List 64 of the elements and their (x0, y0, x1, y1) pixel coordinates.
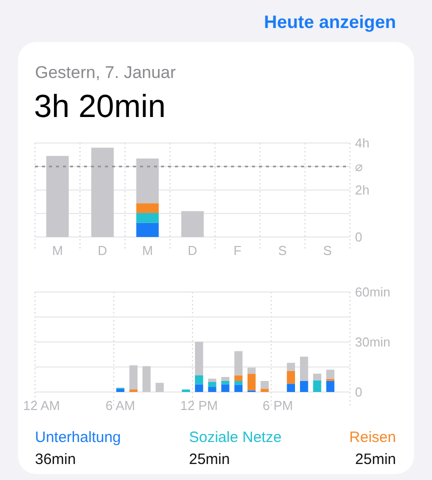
y-tick-label: 0 (355, 230, 362, 245)
bar (247, 374, 256, 390)
y-tick-label: 2h (355, 182, 370, 198)
bar (208, 387, 216, 392)
x-tick-label: D (188, 243, 198, 258)
text: Heute anzeigen (264, 12, 396, 32)
x-tick-label: F (234, 243, 242, 258)
chart-subtitle: Gestern, 7. Januar (35, 63, 176, 82)
x-tick-label: M (142, 243, 153, 258)
x-tick-label: 6 PM (262, 398, 293, 413)
bar (286, 362, 296, 371)
bar (247, 368, 256, 374)
bar (46, 156, 69, 237)
y-tick-label: 30min (355, 334, 390, 350)
bar (194, 342, 204, 376)
bar (300, 380, 308, 392)
bar (136, 222, 159, 237)
x-tick-label: D (98, 243, 108, 258)
bar (208, 378, 216, 382)
text: 25min (355, 451, 396, 468)
bar (326, 380, 334, 392)
bar (136, 203, 159, 214)
bar (208, 382, 216, 387)
bar (136, 213, 159, 223)
x-tick-label: M (52, 243, 63, 258)
bar (142, 366, 151, 392)
text: Unterhaltung (35, 429, 121, 446)
bar (91, 148, 114, 237)
bar (300, 356, 308, 381)
y-tick-label: 4h (355, 136, 370, 151)
x-tick-label: 6 AM (106, 398, 136, 413)
bar (116, 388, 124, 392)
bar (129, 365, 138, 390)
x-tick-label: 12 AM (23, 398, 60, 413)
bar (313, 374, 322, 380)
bar (234, 384, 243, 392)
text: 36min (35, 451, 76, 468)
y-tick-label: 0 (355, 384, 362, 400)
bar (313, 380, 322, 392)
bar (234, 375, 243, 381)
x-tick-label: S (278, 243, 288, 258)
bar (286, 370, 296, 384)
y-tick-label: 60min (355, 284, 390, 300)
chart-title: 3h 20min (34, 88, 166, 124)
bar (234, 351, 243, 376)
bar (326, 370, 334, 379)
text: 25min (189, 451, 230, 468)
bar (221, 384, 230, 392)
x-tick-label: 12 PM (180, 398, 218, 413)
bar (286, 384, 296, 392)
x-tick-label: S (323, 243, 332, 258)
bar (260, 388, 269, 392)
bar (181, 211, 204, 237)
text: Reisen (349, 429, 396, 446)
bar (136, 158, 159, 204)
bar (221, 381, 230, 384)
bar (194, 375, 204, 384)
bar (194, 384, 204, 392)
bar (234, 381, 243, 385)
bar (260, 381, 269, 389)
ref-line-label: ⌀ (355, 159, 363, 174)
bar (221, 377, 230, 381)
bar (156, 382, 164, 392)
text: Soziale Netze (189, 429, 282, 446)
